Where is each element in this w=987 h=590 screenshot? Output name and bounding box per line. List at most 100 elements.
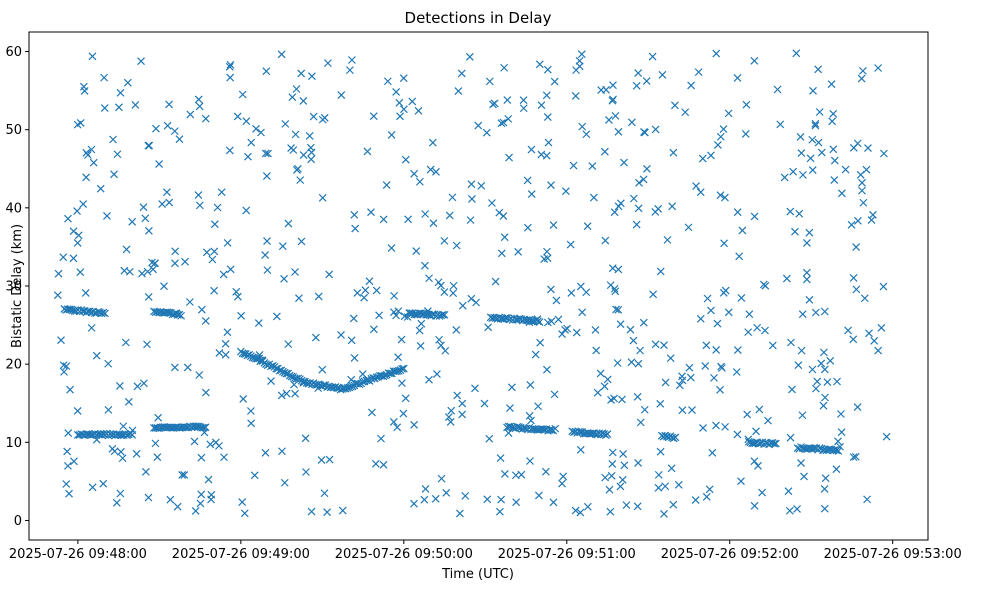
detection-point [338, 506, 347, 515]
detection-point [297, 237, 306, 246]
detection-point [458, 301, 467, 310]
detection-point [173, 502, 182, 511]
detection-point [543, 318, 552, 327]
detection-point [465, 52, 474, 61]
detection-point [59, 361, 68, 370]
detection-point [485, 77, 494, 86]
detection-point [668, 202, 677, 211]
detection-point [572, 66, 581, 75]
detection-point [656, 447, 665, 456]
detection-point [397, 335, 406, 344]
detection-point [202, 248, 211, 257]
detection-point [667, 464, 676, 473]
detection-point [262, 67, 271, 76]
detection-point [684, 223, 693, 232]
detection-point [257, 128, 265, 137]
detection-point [100, 73, 109, 82]
detection-point [817, 148, 826, 157]
detection-point [369, 112, 378, 121]
detection-point [858, 66, 867, 75]
detection-point [278, 447, 286, 456]
detection-point [355, 380, 364, 389]
detection-point [410, 169, 419, 178]
detection-point [737, 477, 745, 486]
detection-point [708, 448, 717, 457]
detection-point [654, 483, 663, 492]
detection-point [347, 336, 356, 345]
detection-point [627, 358, 636, 367]
x-tick-label: 2025-07-26 09:52:00 [661, 547, 799, 562]
detection-point [864, 144, 872, 152]
detection-point [295, 294, 303, 303]
detection-point [119, 422, 128, 431]
detection-point [210, 286, 219, 295]
detection-point [635, 178, 643, 187]
detection-point [853, 403, 862, 411]
detection-point [420, 495, 429, 504]
detection-point [567, 289, 576, 297]
detection-point [526, 457, 534, 465]
detection-point [225, 62, 234, 71]
detection-point [163, 121, 172, 130]
detection-point [415, 177, 424, 186]
detection-point [74, 231, 83, 240]
detection-point [263, 266, 272, 275]
detection-point [201, 388, 210, 397]
detection-point [267, 377, 275, 385]
detection-point [421, 485, 430, 493]
detection-point [238, 90, 247, 99]
detection-point [654, 470, 663, 479]
detection-point [712, 49, 721, 58]
detection-point [583, 222, 592, 231]
detection-point [118, 454, 127, 463]
detection-point [219, 270, 228, 279]
detection-point [735, 252, 744, 261]
detection-point [377, 434, 385, 443]
detection-point [694, 68, 703, 77]
detection-point [531, 350, 540, 359]
detection-point [375, 311, 384, 320]
detection-point [614, 265, 623, 274]
detection-point [629, 194, 638, 203]
detection-point [97, 309, 106, 318]
detection-point [696, 314, 705, 323]
y-tick-label: 30 [5, 280, 22, 295]
detection-point [70, 457, 78, 466]
detection-point [154, 413, 163, 422]
detection-point [367, 408, 376, 417]
detection-point [811, 384, 820, 393]
detection-point [317, 456, 326, 464]
detection-point [686, 373, 695, 382]
detection-point [467, 294, 476, 303]
detection-point [636, 418, 645, 427]
detection-point [596, 369, 605, 378]
detection-point [128, 430, 137, 439]
detection-point [213, 203, 222, 212]
detection-point [745, 310, 754, 319]
detection-point [542, 151, 551, 160]
detection-point [685, 363, 694, 372]
detection-point [543, 113, 552, 121]
detection-point [128, 217, 137, 226]
detection-point [141, 467, 150, 476]
detection-point [490, 99, 499, 108]
detection-point [278, 242, 287, 251]
detection-point [350, 210, 359, 219]
detection-point [100, 104, 109, 112]
detection-point [534, 402, 543, 411]
detection-point [720, 239, 729, 248]
detection-point [563, 324, 572, 333]
detection-point [750, 501, 759, 510]
detection-point [841, 165, 850, 174]
detection-point [663, 235, 672, 244]
detection-point [877, 323, 886, 332]
detection-point [223, 328, 232, 337]
detection-point [306, 143, 315, 152]
detection-point [440, 236, 449, 245]
detection-point [307, 72, 316, 81]
detection-point [318, 365, 327, 374]
data-points [53, 49, 891, 518]
detection-point [852, 243, 861, 252]
detection-point [110, 170, 118, 179]
x-axis-ticks: 2025-07-26 09:48:00 2025-07-26 09:49:00 20… [9, 540, 962, 562]
